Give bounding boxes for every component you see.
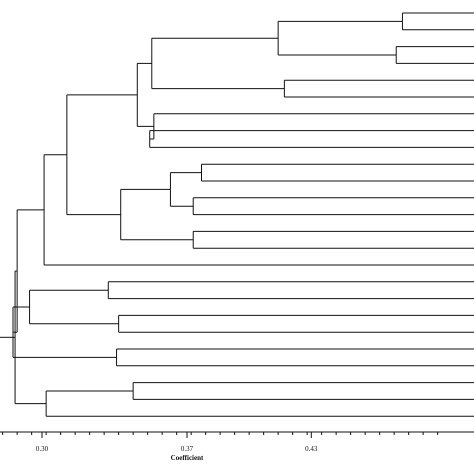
axis-major-ticks: 0.30 0.37 0.43 xyxy=(36,432,318,453)
coefficient-axis: 0.30 0.37 0.43 xyxy=(0,431,474,453)
axis-tick-label: 0.43 xyxy=(305,445,318,453)
dendrogram-branches xyxy=(0,12,474,417)
axis-tick-label: 0.30 xyxy=(36,445,49,453)
axis-tick-label: 0.37 xyxy=(181,445,194,453)
axis-minor-ticks xyxy=(2,432,439,435)
axis-title: Coefficient xyxy=(171,454,204,462)
